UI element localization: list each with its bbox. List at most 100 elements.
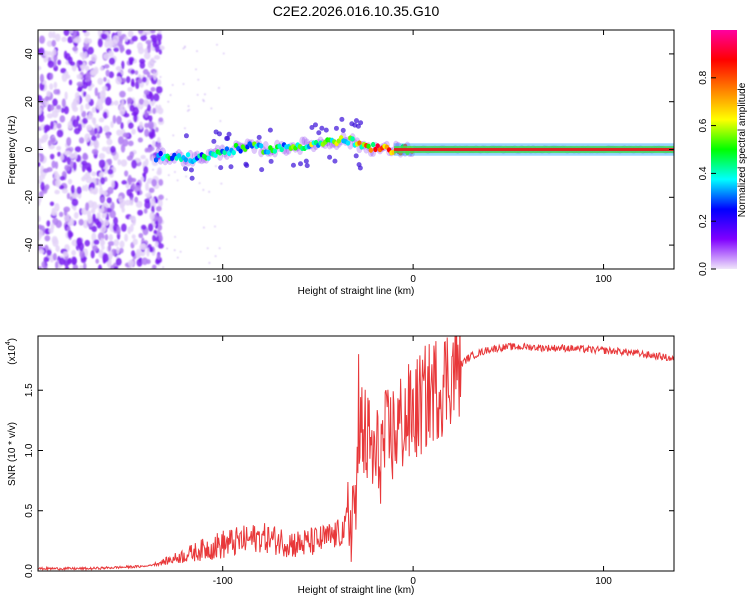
- signal-sidelobe: [316, 130, 322, 136]
- noise-dot: [169, 94, 172, 96]
- noise-blob: [53, 88, 60, 95]
- snr-plot: [38, 336, 674, 571]
- noise-blob: [153, 72, 157, 81]
- signal-core: [368, 147, 374, 153]
- noise-blob: [121, 180, 128, 185]
- snr-xtick-label: 0: [410, 576, 416, 587]
- signal-core: [158, 150, 163, 157]
- noise-blob: [144, 200, 151, 209]
- noise-blob: [69, 30, 74, 34]
- noise-blob: [38, 142, 42, 150]
- noise-blob: [71, 198, 79, 207]
- noise-blob: [105, 69, 110, 77]
- noise-blob: [74, 127, 81, 135]
- signal-sidelobe: [319, 125, 325, 131]
- noise-dot: [203, 226, 205, 229]
- snr-scale-prefix: (x10: [7, 345, 18, 365]
- noise-blob: [148, 223, 154, 232]
- noise-blob: [72, 30, 77, 37]
- noise-blob: [53, 170, 59, 176]
- spectrogram-axes: -100 0 100 -40 -20 0 20 40: [24, 30, 674, 285]
- noise-blob: [92, 213, 96, 223]
- noise-blob: [91, 106, 96, 113]
- noise-blob: [93, 127, 98, 135]
- noise-blob: [76, 237, 83, 247]
- signal-halo: [299, 136, 306, 146]
- signal-halo: [262, 141, 269, 151]
- colorbar-tick-label: 0.6: [698, 118, 709, 132]
- noise-dot: [218, 247, 221, 250]
- snr-ytick-label: 0.5: [24, 503, 35, 517]
- snr-ylabel: SNR (10 * v/v): [7, 422, 18, 486]
- noise-blob: [40, 165, 45, 175]
- noise-blob: [152, 39, 157, 48]
- noise-blob: [64, 266, 70, 269]
- noise-blob: [150, 57, 155, 65]
- noise-dot: [173, 249, 176, 252]
- noise-blob: [90, 54, 98, 62]
- noise-blob: [131, 234, 136, 239]
- signal-core: [258, 143, 264, 149]
- signal-sidelobe: [353, 118, 359, 124]
- noise-blob: [53, 81, 58, 89]
- noise-dot: [184, 127, 186, 130]
- snr-series-line: [38, 336, 674, 571]
- noise-blob: [54, 189, 60, 195]
- noise-blob: [40, 181, 45, 191]
- signal-sidelobe: [218, 165, 224, 171]
- noise-blob: [38, 137, 42, 144]
- signal-halo: [301, 136, 308, 146]
- noise-blob: [102, 253, 110, 263]
- noise-blob: [131, 128, 136, 135]
- noise-dot: [195, 68, 197, 71]
- noise-blob: [52, 252, 57, 261]
- noise-blob: [143, 166, 149, 175]
- noise-blob: [102, 30, 106, 33]
- noise-blob: [66, 136, 72, 147]
- noise-blob: [73, 211, 79, 219]
- noise-blob: [146, 147, 153, 153]
- noise-blob: [96, 212, 101, 219]
- noise-dot: [154, 233, 157, 236]
- noise-blob: [72, 38, 79, 43]
- noise-blob: [129, 215, 136, 221]
- signal-core: [176, 153, 182, 159]
- signal-sidelobe: [256, 134, 262, 140]
- noise-blob: [130, 81, 135, 88]
- noise-blob: [144, 109, 149, 119]
- noise-dot: [220, 182, 223, 185]
- signal-sidelobe: [339, 116, 345, 122]
- noise-blob: [71, 256, 77, 266]
- noise-blob: [145, 181, 149, 192]
- signal-core: [366, 143, 371, 149]
- signal-sidelobe: [268, 158, 274, 164]
- noise-blob: [140, 243, 147, 251]
- noise-blob: [101, 146, 108, 152]
- noise-blob: [100, 33, 108, 40]
- noise-blob: [142, 76, 147, 83]
- spectrogram-xtick-label: 0: [410, 274, 416, 285]
- noise-blob: [121, 60, 125, 70]
- noise-blob: [86, 210, 92, 218]
- noise-dot: [187, 105, 190, 108]
- noise-blob: [143, 89, 150, 95]
- noise-blob: [83, 37, 90, 44]
- noise-blob: [104, 96, 112, 106]
- noise-blob: [91, 201, 98, 210]
- noise-blob: [92, 245, 98, 252]
- noise-blob: [72, 46, 78, 52]
- noise-blob: [52, 31, 56, 39]
- signal-core: [183, 157, 188, 163]
- noise-blob: [42, 168, 50, 173]
- noise-blob: [157, 243, 164, 249]
- noise-blob: [154, 198, 159, 204]
- noise-dot: [152, 168, 154, 171]
- noise-blob: [54, 203, 60, 212]
- noise-blob: [97, 38, 103, 48]
- noise-blob: [104, 234, 109, 241]
- noise-blob: [116, 129, 123, 136]
- noise-blob: [117, 30, 122, 37]
- noise-blob: [120, 159, 128, 167]
- noise-blob: [84, 239, 91, 247]
- noise-blob: [85, 71, 91, 78]
